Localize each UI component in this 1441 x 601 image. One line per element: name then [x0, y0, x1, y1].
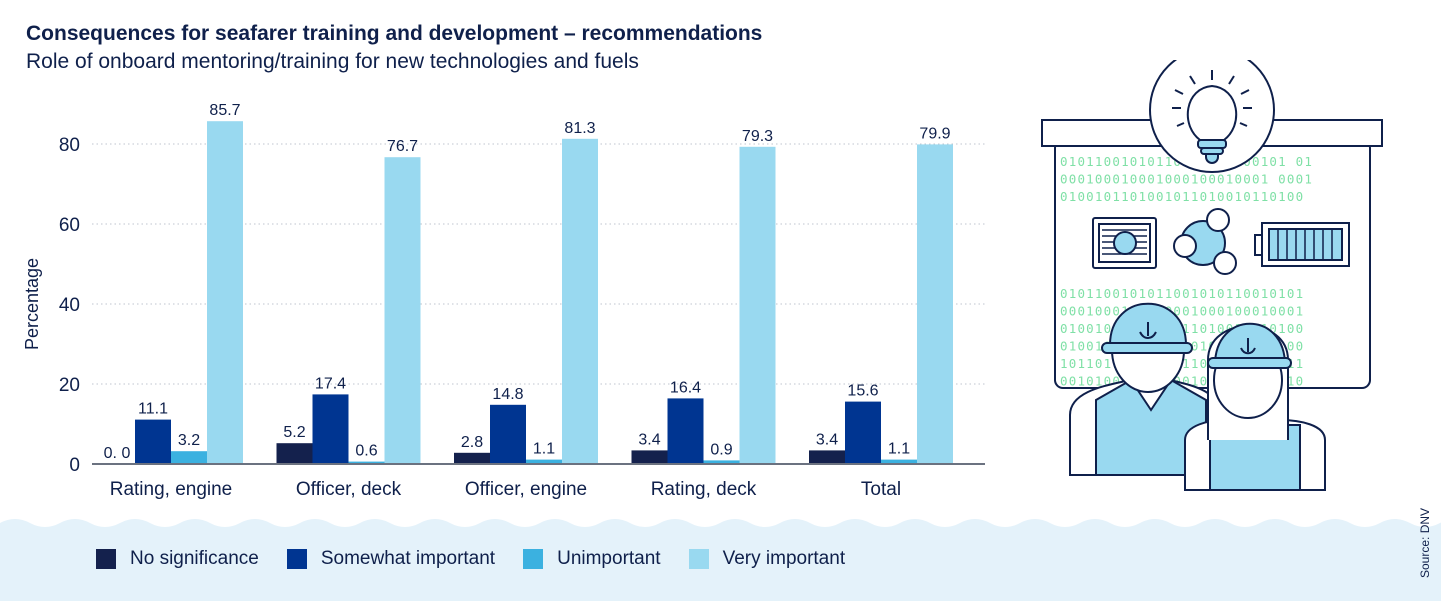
bar	[526, 459, 562, 464]
data-label: 3.4	[638, 431, 660, 448]
bar	[739, 146, 776, 465]
y-tick-label: 60	[59, 215, 80, 236]
data-label: 79.3	[742, 128, 773, 145]
y-tick-label: 80	[59, 135, 80, 156]
binary-code-row: 000100010001000100010001 0001	[1060, 172, 1313, 187]
x-tick-label: Officer, deck	[296, 479, 402, 500]
bar	[562, 138, 598, 465]
x-tick-label: Total	[861, 479, 901, 500]
data-label: 2.8	[461, 434, 483, 451]
legend-swatch	[286, 549, 307, 569]
solar-panel-icon	[1092, 217, 1157, 269]
bar	[881, 459, 917, 464]
binary-code-row: 0100101101001011010010110100	[1060, 189, 1304, 204]
data-label: 16.4	[670, 379, 701, 396]
data-label: 79.9	[919, 125, 950, 142]
data-label: 11.1	[138, 401, 168, 418]
molecule-icon	[1173, 208, 1237, 275]
y-tick-label: 20	[59, 375, 80, 396]
data-label: 0. 0	[104, 445, 131, 462]
bar	[348, 461, 385, 464]
chart-subtitle: Role of onboard mentoring/training for n…	[26, 50, 639, 73]
bar	[703, 460, 740, 464]
legend-label: Very important	[722, 548, 846, 569]
bar	[171, 451, 207, 464]
data-label: 1.1	[888, 441, 910, 458]
data-label: 81.3	[564, 120, 595, 137]
bar	[667, 398, 704, 464]
bar	[490, 404, 526, 464]
bar	[809, 450, 845, 464]
legend-item-somewhat-important: Somewhat important	[286, 548, 496, 570]
x-tick-label: Rating, deck	[651, 479, 757, 500]
legend-label: Somewhat important	[320, 548, 496, 569]
male-seafarer-figure	[1069, 302, 1221, 476]
x-tick-label: Officer, engine	[465, 479, 587, 500]
bar	[207, 121, 243, 464]
bar	[454, 452, 490, 464]
bar-chart: 0 20 40 60 80 Percentage 0. 0 11.1 3.2 85.7 Rating…	[22, 102, 985, 500]
binary-code-row: 0101100101011001010110010101	[1060, 286, 1304, 301]
legend-item-no-significance: No significance	[96, 548, 259, 570]
chart-legend: No significance Somewhat important Unimp…	[96, 548, 845, 570]
data-label: 14.8	[492, 386, 523, 403]
legend-item-unimportant: Unimportant	[523, 548, 661, 570]
legend-swatch	[688, 549, 709, 569]
battery-icon	[1254, 222, 1350, 267]
data-label: 85.7	[209, 102, 240, 119]
bar	[631, 450, 668, 464]
chart-title: Consequences for seafarer training and d…	[26, 22, 763, 45]
bar	[917, 144, 953, 464]
bar	[276, 443, 313, 464]
source-note: Source: DNV	[1418, 507, 1432, 578]
seafarers-illustration: 01011001010110010101100101 0100010001000…	[1041, 60, 1383, 491]
data-label: 3.4	[816, 431, 838, 448]
lightbulb-icon	[1172, 70, 1252, 164]
data-label: 76.7	[387, 138, 418, 155]
legend-label: No significance	[130, 548, 259, 569]
x-tick-label: Rating, engine	[110, 479, 233, 500]
binary-code-row: 0001000100010001000100010001	[1060, 304, 1304, 319]
data-label: 17.4	[315, 375, 346, 392]
data-label: 15.6	[847, 383, 878, 400]
legend-swatch	[96, 549, 116, 569]
legend-label: Unimportant	[557, 548, 661, 569]
data-label: 3.2	[178, 432, 200, 449]
y-tick-label: 0	[69, 455, 80, 476]
female-seafarer-figure	[1184, 322, 1326, 491]
data-label: 1.1	[533, 441, 555, 458]
wave-background	[0, 519, 1441, 601]
data-label: 0.9	[710, 441, 732, 458]
legend-swatch	[523, 549, 544, 569]
legend-item-very-important: Very important	[688, 548, 846, 570]
y-tick-label: 40	[59, 295, 80, 316]
y-axis-label: Percentage	[22, 258, 42, 350]
data-label: 0.6	[355, 443, 377, 460]
bar	[845, 401, 881, 464]
bar	[384, 157, 421, 464]
bar	[135, 419, 171, 464]
data-label: 5.2	[283, 424, 305, 441]
bar	[312, 394, 349, 464]
